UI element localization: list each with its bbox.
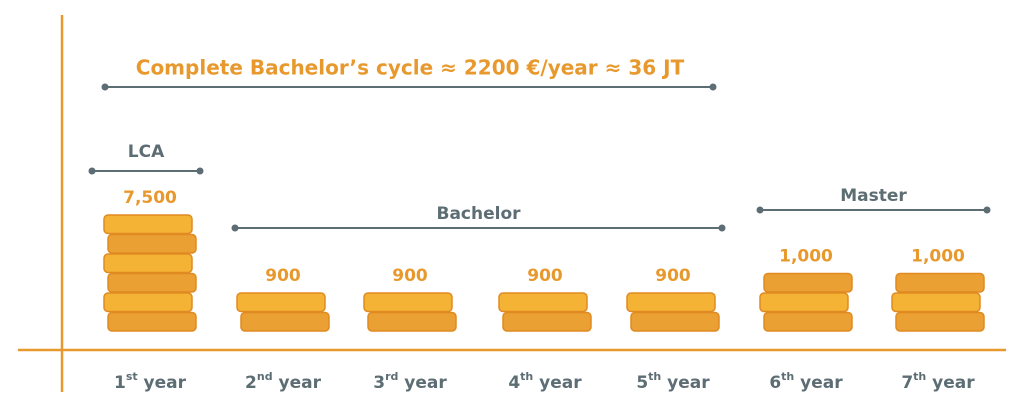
value-label: 1,000 — [911, 247, 965, 267]
coin-stack — [498, 292, 592, 332]
coin — [891, 292, 981, 313]
bracket-end — [709, 83, 717, 91]
coin — [103, 253, 193, 274]
coin — [107, 233, 197, 254]
value-label: 7,500 — [123, 188, 177, 208]
x-tick-label: 4th year — [508, 370, 582, 393]
x-tick-label: 2nd year — [245, 370, 322, 393]
coin — [107, 311, 197, 332]
coin — [759, 292, 849, 313]
bracket-end — [718, 224, 726, 232]
value-label: 900 — [527, 266, 563, 286]
group-label: LCA — [128, 142, 165, 162]
bracket-end — [88, 167, 96, 175]
x-tick-label: 1st year — [114, 370, 187, 393]
coin-stack — [363, 292, 457, 332]
value-label: 1,000 — [779, 247, 833, 267]
coin — [895, 311, 985, 332]
x-tick-label: 5th year — [636, 370, 710, 393]
bracket — [756, 206, 991, 214]
chart-title: Complete Bachelor’s cycle ≈ 2200 €/year … — [136, 56, 685, 80]
bracket — [231, 224, 726, 232]
x-tick-label: 6th year — [769, 370, 843, 393]
coin — [498, 292, 588, 313]
group-label: Bachelor — [436, 204, 521, 224]
coin — [103, 214, 193, 235]
coin — [626, 292, 716, 313]
value-label: 900 — [655, 266, 691, 286]
group-label: Master — [840, 186, 907, 206]
coin-stack — [759, 272, 853, 332]
bracket — [88, 167, 204, 175]
coin-stack — [891, 272, 985, 332]
coin — [236, 292, 326, 313]
value-label: 900 — [392, 266, 428, 286]
coin — [240, 311, 330, 332]
bracket-end — [756, 206, 764, 214]
coin — [763, 311, 853, 332]
coin — [502, 311, 592, 332]
bracket — [101, 83, 717, 91]
coin — [363, 292, 453, 313]
coin — [107, 272, 197, 293]
x-tick-label: 3rd year — [373, 370, 447, 393]
coin — [367, 311, 457, 332]
value-label: 900 — [265, 266, 301, 286]
bracket-end — [101, 83, 109, 91]
coin — [103, 292, 193, 313]
coin — [895, 272, 985, 293]
x-tick-label: 7th year — [901, 370, 975, 393]
coin-stack — [103, 214, 197, 332]
bracket-end — [231, 224, 239, 232]
coin — [763, 272, 853, 293]
coin-stack — [236, 292, 330, 332]
bracket-end — [196, 167, 204, 175]
coin-stack — [626, 292, 720, 332]
coin — [630, 311, 720, 332]
bracket-end — [983, 206, 991, 214]
